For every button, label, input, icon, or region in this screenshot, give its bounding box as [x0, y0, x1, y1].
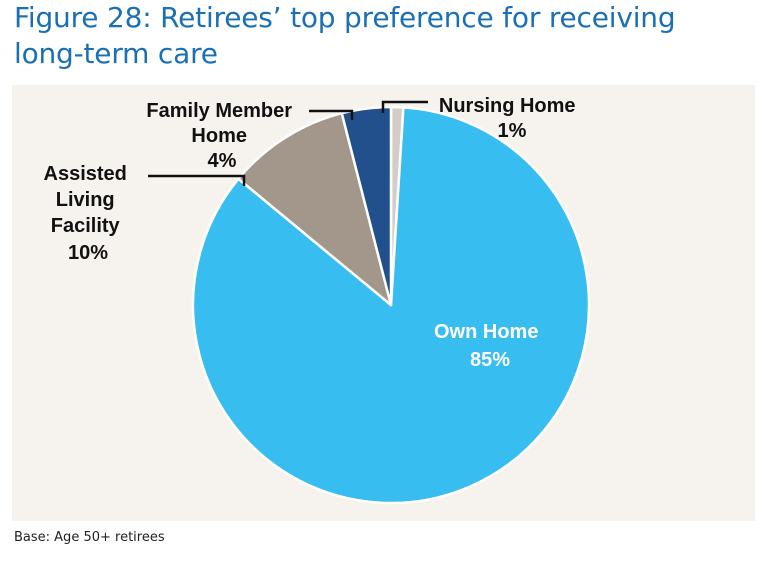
label-own-home-value: 85%	[470, 349, 510, 371]
title-line-1: Figure 28: Retirees’ top preference for …	[14, 1, 676, 34]
leader-nursing-home	[381, 100, 428, 113]
pie-slices	[191, 105, 591, 505]
label-assisted-living-line-2: Living	[56, 189, 115, 211]
slice-family-member-home	[340, 105, 393, 307]
leader-lines	[148, 100, 428, 186]
title-line-2: long-term care	[14, 37, 218, 70]
leader-assisted-living	[148, 174, 246, 186]
label-assisted-living-value: 10%	[68, 242, 108, 264]
label-nursing-home-value: 1%	[498, 120, 527, 142]
label-nursing-home-line-1: Nursing Home	[439, 95, 576, 117]
leader-family-member	[309, 109, 354, 120]
figure-title: Figure 28: Retirees’ top preference for …	[14, 0, 754, 72]
label-assisted-living-line-1: Assisted	[44, 163, 127, 185]
label-family-member-line-2: Home	[191, 125, 247, 147]
label-assisted-living-line-3: Facility	[51, 215, 121, 237]
label-assisted-living: Assisted Living Facility 10%	[44, 163, 133, 264]
label-family-member-value: 4%	[208, 150, 237, 172]
base-footnote: Base: Age 50+ retirees	[14, 530, 165, 545]
label-family-member-home: Family Member Home 4%	[146, 100, 297, 172]
label-own-home-line-1: Own Home	[434, 321, 538, 343]
label-nursing-home: Nursing Home 1%	[439, 95, 581, 142]
label-own-home: Own Home 85%	[434, 321, 544, 371]
label-family-member-line-1: Family Member	[146, 100, 292, 122]
